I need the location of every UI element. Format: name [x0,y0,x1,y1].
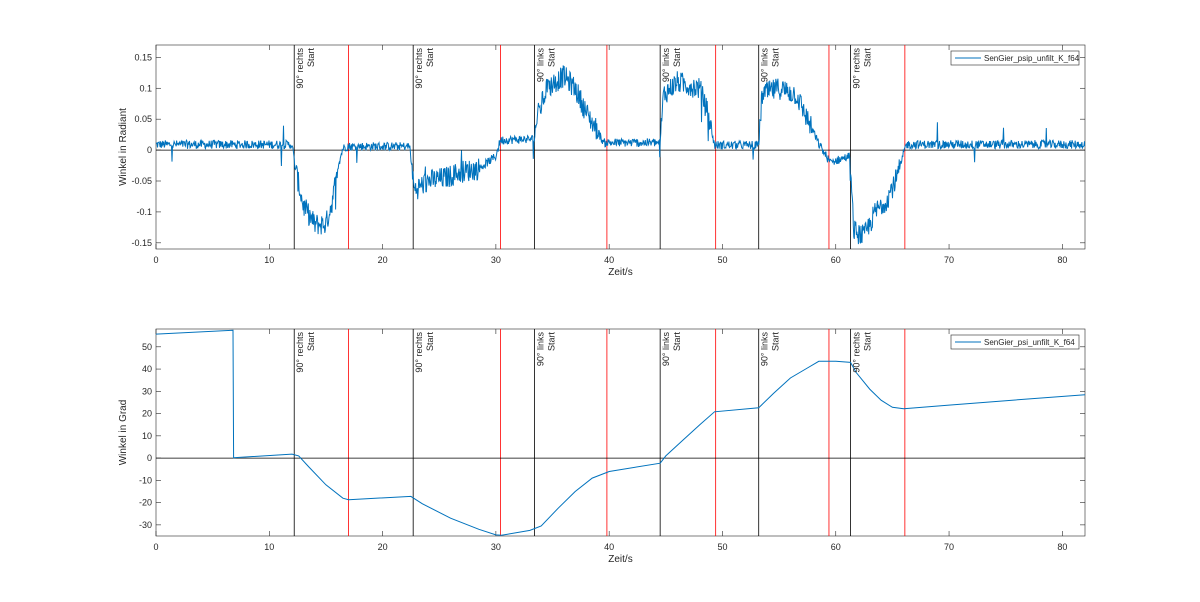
event-label: 90° linksStart [535,48,556,83]
y-tick-label: 0.1 [139,83,152,93]
event-label-line: 90° links [661,332,671,367]
event-label: 90° linksStart [535,332,556,367]
x-tick-label: 30 [491,255,501,265]
legend-label: SenGier_psip_unfilt_K_f64 [984,54,1080,63]
x-tick-label: 50 [717,542,727,552]
chart-bottom-angle: 0 10 20 30 40 50 60 70 80 -30 -20 -10 0 10 20 30 40 50 90°… [118,328,1086,565]
event-label-line: Start [672,332,682,352]
y-tick-label: 10 [142,431,152,441]
event-label-line: Start [306,332,316,352]
x-axis-label: Zeit/s [608,554,632,565]
event-label: 90° rechtsStart [851,332,872,373]
y-tick-label: -20 [139,498,152,508]
plot-area [155,328,1086,537]
event-label-line: 90° rechts [414,48,424,89]
y-tick-label: 30 [142,386,152,396]
event-label-line: 90° rechts [851,332,861,373]
event-label-line: 90° links [760,48,770,83]
event-label-line: 90° links [760,332,770,367]
event-label-line: 90° links [661,48,671,83]
event-label: 90° rechtsStart [414,332,435,373]
y-tick-label: 0.15 [134,52,152,62]
y-tick-label: -10 [139,475,152,485]
event-label: 90° linksStart [661,332,682,367]
x-tick-label: 40 [604,255,614,265]
event-label: 90° rechtsStart [414,48,435,89]
x-tick-label: 30 [491,542,501,552]
event-label-line: Start [862,48,872,68]
event-label-line: 90° links [535,332,545,367]
event-label: 90° linksStart [760,332,781,367]
event-label: 90° rechtsStart [295,48,316,89]
legend-label: SenGier_psi_unfilt_K_f64 [984,338,1075,347]
x-tick-label: 70 [944,542,954,552]
plot-content [156,329,1085,536]
x-tick-label: 20 [378,542,388,552]
event-label: 90° linksStart [760,48,781,83]
event-label-line: 90° rechts [414,332,424,373]
x-tick-label: 60 [831,255,841,265]
chart-top-angular-rate: 0 10 20 30 40 50 60 70 80 -0.15 -0.1 -0.05 0 0.05 0.1 0… [118,44,1086,278]
x-tick-label: 40 [604,542,614,552]
event-label-line: 90° rechts [851,48,861,89]
legend-box [950,50,1080,66]
event-label-line: 90° rechts [295,332,305,373]
series-line [156,65,1085,245]
event-label-line: 90° links [535,48,545,83]
event-label: 90° linksStart [661,48,682,83]
y-tick-label: 50 [142,342,152,352]
event-label-line: Start [546,48,556,68]
x-tick-label: 20 [378,255,388,265]
x-tick-label: 70 [944,255,954,265]
x-tick-label: 10 [264,255,274,265]
event-label-line: Start [771,332,781,352]
event-label-line: 90° rechts [295,48,305,89]
series-line [156,329,1085,536]
y-tick-label: 40 [142,364,152,374]
x-tick-label: 0 [153,542,158,552]
y-tick-label: 0 [147,453,152,463]
y-tick-label: 20 [142,409,152,419]
event-label: 90° rechtsStart [851,48,872,89]
legend-box [950,334,1080,350]
event-label-line: Start [425,48,435,68]
event-label-line: Start [862,332,872,352]
legend: SenGier_psi_unfilt_K_f64 [950,334,1080,350]
plot-content [156,45,1085,249]
event-label-line: Start [306,48,316,68]
x-tick-label: 50 [717,255,727,265]
x-axis-label: Zeit/s [608,267,632,278]
y-tick-label: -0.15 [131,238,152,248]
x-tick-label: 80 [1057,255,1067,265]
event-label-line: Start [771,48,781,68]
y-axis-label: Winkel in Grad [118,400,129,466]
x-tick-label: 60 [831,542,841,552]
y-tick-label: 0.05 [134,114,152,124]
x-tick-label: 10 [264,542,274,552]
event-label-line: Start [546,332,556,352]
y-tick-label: -30 [139,520,152,530]
x-tick-label: 0 [153,255,158,265]
event-label: 90° rechtsStart [295,332,316,373]
x-tick-label: 80 [1057,542,1067,552]
event-label-line: Start [425,332,435,352]
event-label-line: Start [672,48,682,68]
y-tick-label: -0.05 [131,176,152,186]
legend: SenGier_psip_unfilt_K_f64 [950,50,1080,66]
y-tick-label: -0.1 [136,207,152,217]
y-tick-label: 0 [147,145,152,155]
y-axis-label: Winkel in Radiant [118,108,129,186]
